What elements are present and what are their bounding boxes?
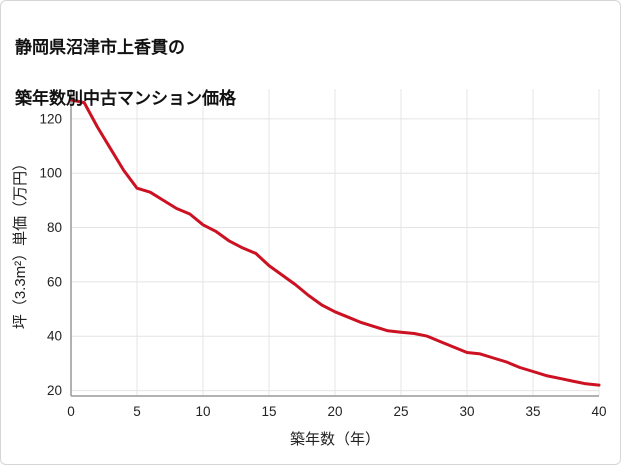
y-tick-label: 120 [39,111,62,126]
x-tick-label: 15 [261,404,276,419]
x-tick-label: 40 [591,404,606,419]
x-tick-label: 20 [327,404,342,419]
chart-title-line1: 静岡県沼津市上香貫の [15,37,185,57]
y-tick-label: 20 [47,383,62,398]
chart-title-line2: 築年数別中古マンション価格 [15,88,236,108]
y-tick-label: 100 [39,166,62,181]
price-line [69,98,601,387]
y-tick-label: 80 [47,220,62,235]
y-tick-label: 40 [47,329,62,344]
x-tick-label: 25 [393,404,408,419]
x-tick-label: 10 [195,404,210,419]
chart-title: 静岡県沼津市上香貫の 築年数別中古マンション価格 [15,9,236,137]
x-tick-label: 5 [133,404,141,419]
x-axis-label: 築年数（年） [290,430,380,448]
y-axis-label: 坪（3.3m²）単価（万円） [12,156,29,329]
y-tick-label: 60 [47,274,62,289]
x-tick-label: 0 [67,404,75,419]
x-tick-label: 30 [459,404,474,419]
x-tick-label: 35 [525,404,540,419]
